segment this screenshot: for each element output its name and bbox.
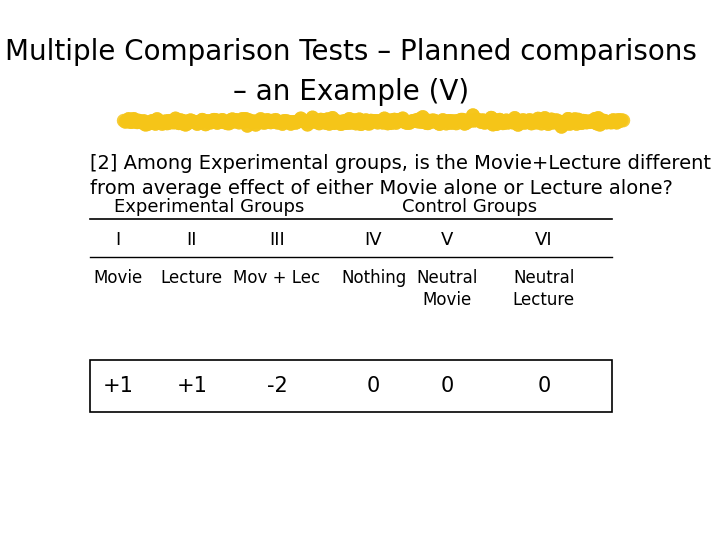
Text: +1: +1 (102, 376, 133, 396)
Text: I: I (115, 231, 121, 249)
Text: 0: 0 (537, 376, 551, 396)
Text: V: V (441, 231, 454, 249)
Text: Movie: Movie (423, 291, 472, 309)
Text: Multiple Comparison Tests – Planned comparisons: Multiple Comparison Tests – Planned comp… (5, 38, 697, 66)
Text: Neutral: Neutral (513, 269, 575, 287)
Text: – an Example (V): – an Example (V) (233, 78, 469, 106)
Text: -2: -2 (266, 376, 287, 396)
Text: Lecture: Lecture (513, 291, 575, 309)
Text: 0: 0 (441, 376, 454, 396)
Text: Neutral: Neutral (417, 269, 478, 287)
Text: IV: IV (365, 231, 382, 249)
Text: Mov + Lec: Mov + Lec (233, 269, 320, 287)
Text: Lecture: Lecture (161, 269, 223, 287)
Text: from average effect of either Movie alone or Lecture alone?: from average effect of either Movie alon… (90, 179, 672, 198)
FancyBboxPatch shape (90, 361, 612, 411)
Text: II: II (186, 231, 197, 249)
Text: +1: +1 (176, 376, 207, 396)
Text: VI: VI (535, 231, 553, 249)
Text: III: III (269, 231, 285, 249)
Text: Control Groups: Control Groups (402, 198, 538, 216)
Text: [2] Among Experimental groups, is the Movie+Lecture different: [2] Among Experimental groups, is the Mo… (90, 154, 711, 173)
Text: Movie: Movie (94, 269, 143, 287)
Text: Nothing: Nothing (341, 269, 406, 287)
Text: 0: 0 (367, 376, 380, 396)
Text: Experimental Groups: Experimental Groups (114, 198, 304, 216)
